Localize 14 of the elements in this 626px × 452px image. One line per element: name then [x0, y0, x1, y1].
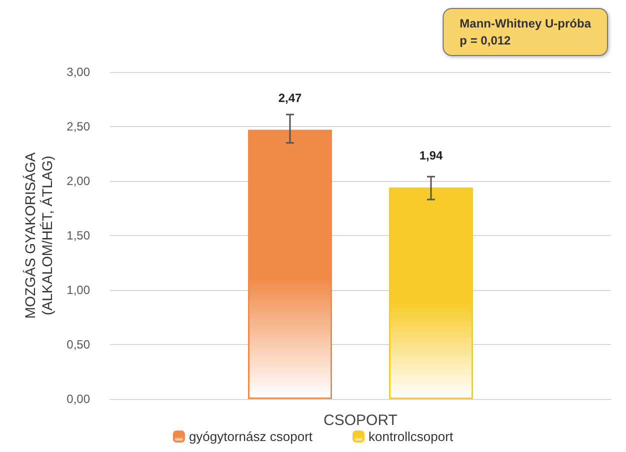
y-tick-label: 2,50 — [66, 120, 90, 134]
legend-label: gyógytornász csoport — [188, 429, 313, 444]
y-tick-label: 2,00 — [66, 174, 90, 188]
y-tick-label: 1,50 — [66, 228, 90, 242]
y-axis-title: MOZGÁS GYAKORISÁGA (ALKALOM/HÉT, ÁTLAG) — [22, 152, 56, 319]
data-label: 1,94 — [419, 148, 443, 163]
legend-label: kontrollcsoport — [368, 429, 454, 444]
y-tick-label: 0,00 — [66, 392, 90, 406]
data-label: 2,47 — [278, 90, 302, 105]
y-tick-label: 0,50 — [66, 338, 90, 352]
x-axis-title: CSOPORT — [324, 412, 398, 429]
y-tick-label: 1,00 — [66, 283, 90, 297]
y-tick-label: 3,00 — [66, 65, 90, 79]
text: Mann-Whitney U-próba p = 0,012 — [460, 16, 592, 48]
